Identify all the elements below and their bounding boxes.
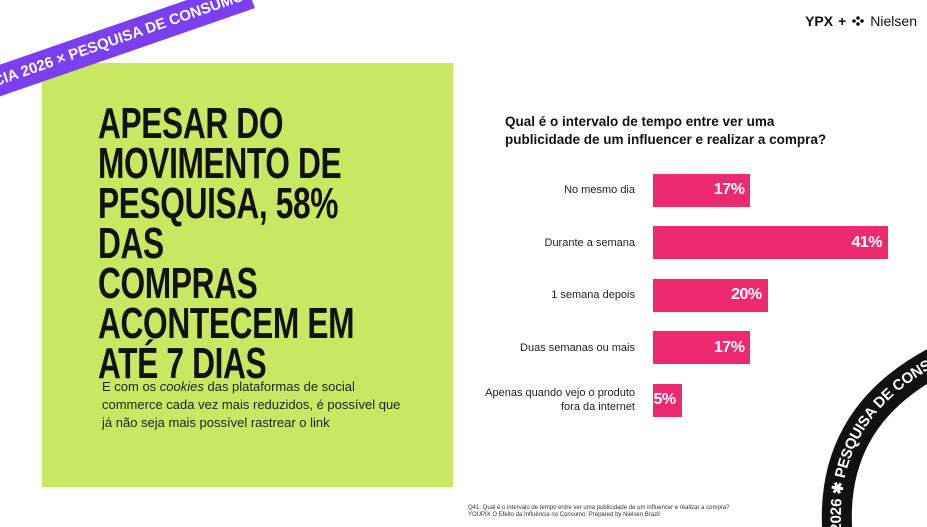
ribbon-band — [0, 0, 255, 97]
value-label: 41% — [851, 233, 882, 251]
headline: APESAR DO MOVIMENTO DE PESQUISA, 58% DAS CO… — [98, 99, 400, 388]
logo-icon — [852, 16, 865, 26]
category-label: Duas semanas ou mais — [520, 341, 635, 354]
chart-title: Qual é o intervalo de tempo entre ver um… — [505, 114, 827, 147]
footnote: Q41: Qual é o intervalo de tempo entre v… — [468, 505, 729, 519]
category-label: No mesmo dia — [564, 184, 635, 196]
headline-line: ATÉ 7 DIAS — [98, 339, 267, 388]
logo-text: YPX — [805, 13, 834, 29]
headline-line: ACONTECEM EM — [98, 299, 355, 348]
bar: 17% — [653, 331, 751, 364]
headline-line: MOVIMENTO DE — [98, 139, 342, 188]
body-part: das plataformas de social commerce cada … — [102, 379, 401, 430]
footnote-line: Q41: Qual é o intervalo de tempo entre v… — [468, 505, 730, 511]
value-label: 20% — [731, 286, 762, 303]
value-label: 17% — [713, 181, 745, 198]
value-label: 5% — [653, 391, 677, 408]
body-part: cookies — [159, 379, 204, 394]
bar: 17% — [653, 173, 751, 207]
bar: 5% — [653, 383, 682, 417]
category-label: Apenas quando vejo o produto fora da int… — [485, 387, 635, 413]
logo: YPX + Nielsen — [805, 13, 917, 29]
headline-line: COMPRAS — [98, 259, 258, 308]
body-part: E com os — [102, 379, 160, 394]
highlight-panel — [42, 63, 453, 487]
ribbon-band — [821, 349, 927, 527]
logo-text: Nielsen — [870, 13, 917, 29]
category-label: 1 semana depois — [551, 289, 635, 301]
footnote-line: YOUPIX O Efeito da Influência no Consumo… — [468, 512, 660, 518]
category-label: Durante a semana — [544, 236, 636, 249]
logo-text: + — [838, 13, 847, 29]
value-label: 17% — [713, 338, 745, 356]
headline-line: PESQUISA, 58% DAS — [98, 179, 339, 268]
headline-line: APESAR DO — [98, 99, 284, 148]
bar: 20% — [653, 278, 768, 312]
body-text: E com os cookies das plataformas de soci… — [102, 378, 402, 432]
bar: 41% — [653, 226, 888, 259]
